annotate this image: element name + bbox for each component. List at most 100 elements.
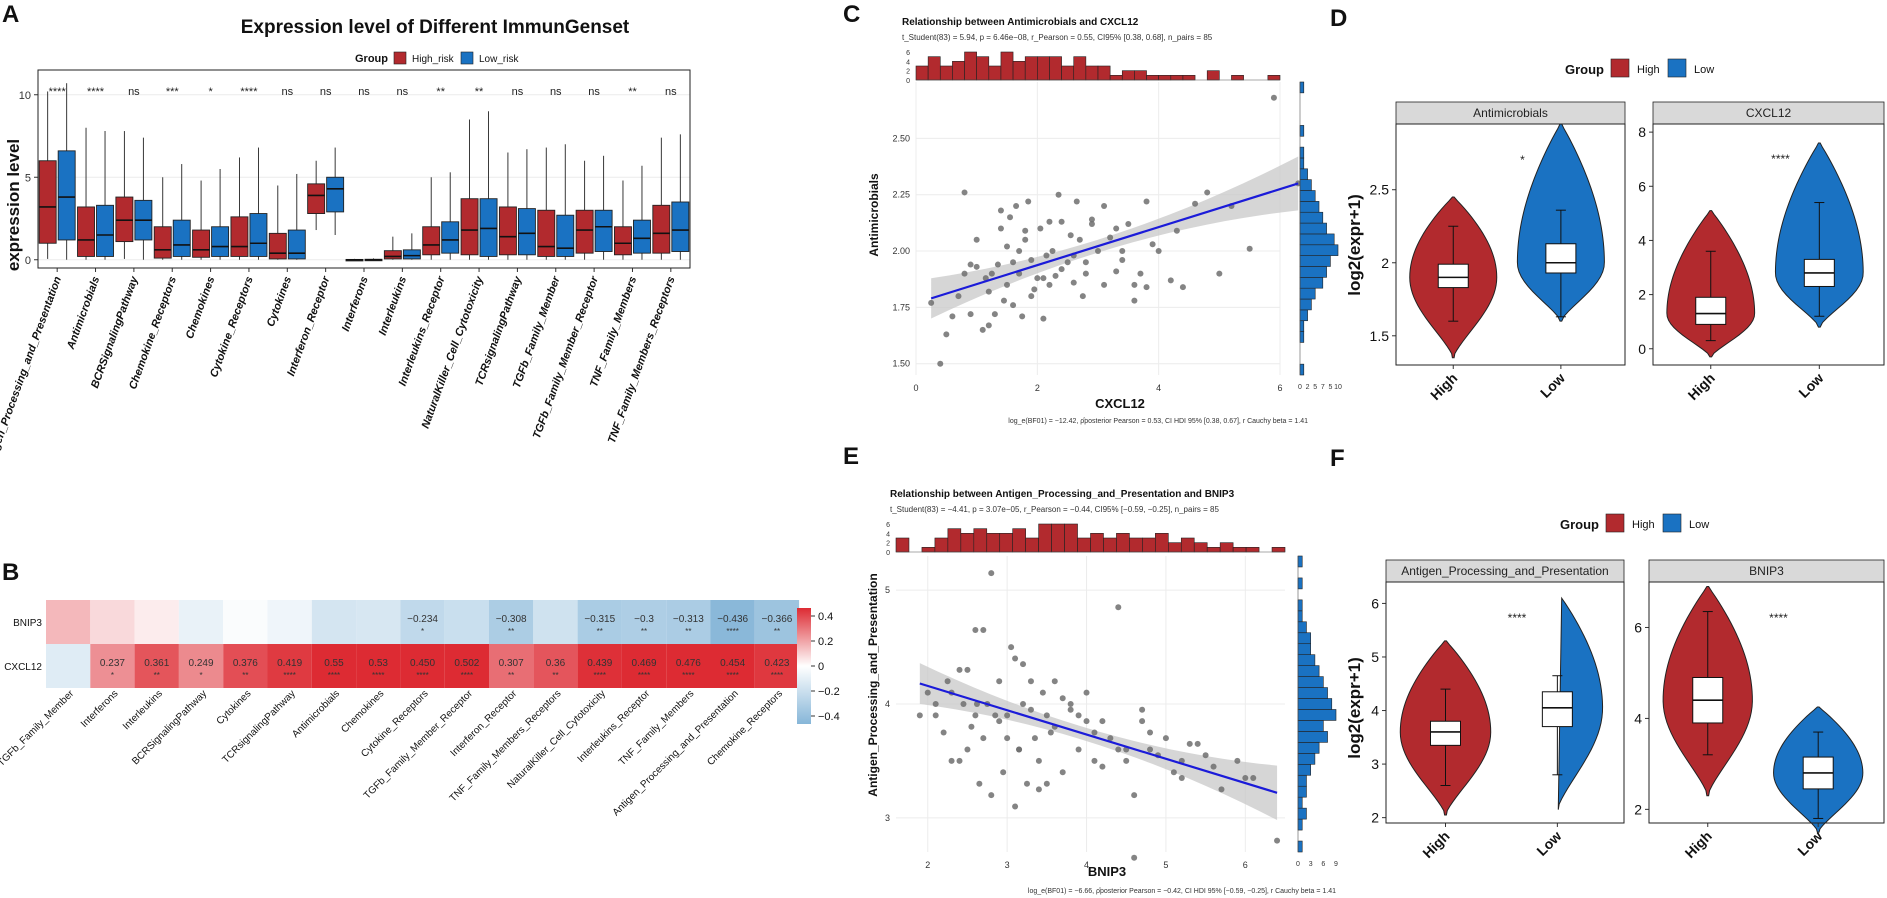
panel-c-side-hist-bar [1299,190,1316,202]
panel-c-data-point [1031,286,1038,293]
panel-a-box-high [230,216,249,257]
panel-e-data-point [1043,780,1050,787]
panel-letter-e: E [843,443,859,470]
panel-b-cell-stars: * [199,671,202,680]
panel-a-box-low [172,219,191,257]
panel-e-data-point [1012,803,1019,810]
panel-b-cell [356,644,401,688]
panel-c-data-point [1204,189,1211,196]
panel-b-column-label: Chemokines [339,688,386,735]
panel-c-data-point [961,189,968,196]
panel-f-box-low [1541,691,1573,728]
panel-e-data-point [1147,729,1154,736]
panel-b-cell-stars: * [421,627,424,636]
panel-c-side-hist-tick: 7 [1321,384,1325,391]
panel-b-cell [178,644,224,688]
panel-e-top-hist-bar [1077,537,1091,553]
panel-e-top-hist-bar [1064,523,1078,553]
panel-e-top-hist-tick: 0 [886,550,890,557]
panel-c-ytick-label: 2.00 [892,246,910,256]
panel-c-data-point [1040,315,1047,322]
panel-c-top-hist-bar [1170,75,1184,81]
panel-c-top-hist-bar [1012,61,1026,81]
panel-c-side-hist-bar [1299,233,1335,246]
panel-e-ytick-label: 3 [885,813,890,823]
panel-a-box-high [192,229,211,258]
panel-c-data-point [949,313,956,320]
panel-a-legend-high-label: High_risk [412,54,455,65]
panel-a-box-high [614,226,632,256]
panel-b-cell [533,600,578,644]
panel-b-legend-label: 0.4 [818,611,833,623]
panel-c-ylabel: Antimicrobials [867,173,881,257]
panel-b-cell-stars: **** [771,671,783,680]
panel-a-legend-low-swatch [460,51,474,65]
panel-e-data-point [996,678,1003,685]
panel-e-data-point [1075,746,1082,753]
panel-a-significance: ns [358,86,370,98]
panel-b-cell-stars: **** [594,671,606,680]
panel-c-data-point [1007,214,1014,221]
panel-e-data-point [956,757,963,764]
panel-f-legend-high-label: High [1632,519,1655,531]
panel-c-data-point [928,299,935,306]
panel-c-side-hist-bar [1299,331,1305,343]
panel-e-top-hist-tick: 2 [886,541,890,548]
panel-c-data-point [1088,220,1095,227]
panel-e-side-hist-bar [1297,774,1307,787]
panel-e-data-point [1051,678,1058,685]
panel-d-xtick-label: Low [1537,370,1568,401]
panel-b-cell-stars: ** [508,671,514,680]
panel-f-ylabel: log2(expr+1) [1345,657,1364,759]
panel-letter-f: F [1330,445,1345,472]
panel-c-data-point [1173,227,1180,234]
panel-b-cell [311,644,357,688]
panel-c-data-point [985,288,992,295]
panel-c-top-hist-bar [1061,65,1075,81]
panel-c-side-hist-bar [1299,125,1305,137]
panel-e-top-hist-bar [1168,542,1182,553]
panel-b-cell [666,644,711,688]
panel-e-xlabel: BNIP3 [1088,864,1126,879]
panel-b-column-label: Chemokine_Receptors [705,688,785,768]
panel-a-box-low [671,201,690,252]
panel-b-cell [489,600,534,644]
panel-c-data-point [1073,198,1080,205]
panel-letter-d: D [1330,5,1347,32]
panel-d-box-high [1437,263,1469,289]
panel-b-cell-stars: **** [461,671,473,680]
panel-d-box-high [1695,296,1727,325]
panel-e-xtick-label: 6 [1243,860,1248,870]
panel-b-cell-value: 0.376 [233,658,258,669]
panel-a-category-label: Cytokines [265,275,294,329]
panel-c-side-hist-tick: 5 [1328,384,1332,391]
panel-e-side-hist-bar [1297,555,1303,568]
panel-b-cell-stars: ** [552,671,558,680]
panel-b-legend-label: −0.2 [818,686,840,698]
panel-c-top-hist-bar [952,61,965,81]
panel-c-data-point [1149,241,1156,248]
panel-c-side-hist-bar [1299,244,1339,256]
panel-e-data-point [1039,689,1046,696]
panel-c-data-point [1088,216,1095,223]
panel-a-box-low [633,219,651,254]
panel-c-data-point [973,236,980,243]
panel-b-cell-value: 0.476 [676,658,701,669]
panel-a-category-label: Cytokine_Receptors [208,275,256,379]
panel-b-cell-stars: ** [641,627,647,636]
panel-c-data-point [1167,277,1174,284]
panel-a-legend-title: Group [355,53,388,65]
panel-e-data-point [1210,763,1217,770]
panel-b-cell-value: 0.469 [632,658,657,669]
panel-c-data-point [1028,257,1035,264]
panel-c-data-point [1070,279,1077,286]
panel-b-cell-value: 0.419 [277,658,302,669]
panel-c-xtick-label: 4 [1156,383,1161,393]
panel-e-top-hist-bar [1193,542,1208,553]
panel-a-title: Expression level of Different ImmunGense… [241,17,630,38]
panel-a-box-low [211,226,230,257]
panel-f-xtick-label: Low [1533,828,1564,859]
panel-c-data-point [1000,297,1007,304]
panel-a-box-high [537,209,556,257]
panel-a-significance: ** [436,86,445,98]
